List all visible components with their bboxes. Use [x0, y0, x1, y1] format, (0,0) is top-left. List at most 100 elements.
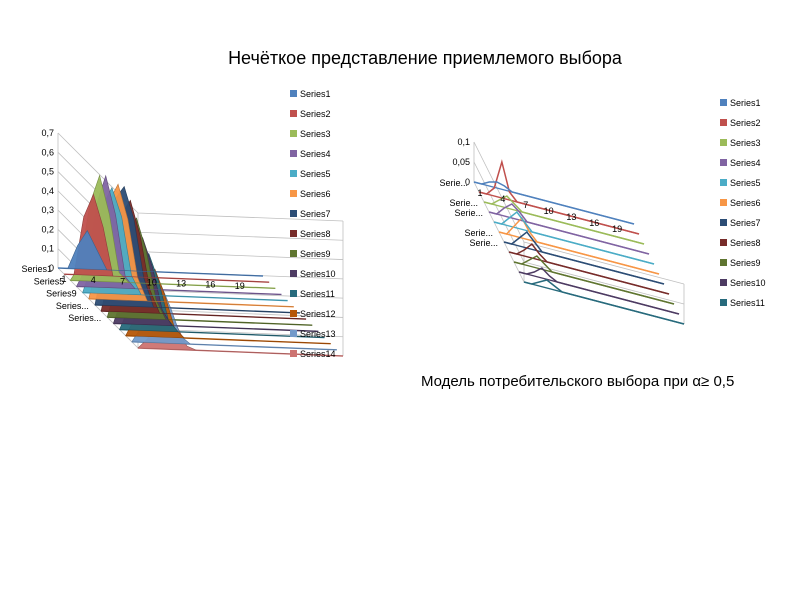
legend-label: Series4 — [730, 158, 761, 168]
legend-label: Series13 — [300, 329, 336, 339]
legend-label: Series14 — [300, 349, 336, 359]
series-line-Series3 — [483, 195, 645, 245]
legend-label: Series2 — [730, 118, 761, 128]
legend-label: Series11 — [730, 298, 765, 308]
series-line-Series10 — [518, 267, 680, 315]
legend-swatch — [720, 299, 727, 306]
series-line-Series4 — [488, 203, 650, 255]
x-tick-label: 1 — [61, 274, 66, 284]
series-line-Series1 — [473, 181, 635, 225]
legend-swatch — [720, 259, 727, 266]
z-tick-label: Series5 — [34, 276, 65, 286]
legend-label: Series10 — [730, 278, 766, 288]
legend-label: Series3 — [300, 129, 331, 139]
legend-label: Series2 — [300, 109, 331, 119]
series-line-Series9 — [513, 255, 675, 305]
legend-swatch — [290, 330, 297, 337]
z-tick-label: Serie... — [439, 178, 468, 188]
legend-label: Series12 — [300, 309, 336, 319]
legend-swatch — [720, 279, 727, 286]
series-line-Series7 — [503, 230, 665, 285]
x-tick-label: 4 — [91, 275, 96, 285]
y-tick-label: 0,6 — [41, 147, 54, 157]
y-tick-label: 0,1 — [457, 137, 470, 147]
legend-swatch — [290, 170, 297, 177]
z-tick-label: Serie... — [469, 238, 498, 248]
series-line-Series5 — [493, 210, 655, 265]
legend-label: Series8 — [730, 238, 761, 248]
legend-swatch — [720, 219, 727, 226]
legend-swatch — [290, 130, 297, 137]
legend-label: Series5 — [730, 178, 761, 188]
legend-label: Series3 — [730, 138, 761, 148]
y-tick-label: 0,7 — [41, 128, 54, 138]
legend-swatch — [290, 350, 297, 357]
series-area-Series13 — [131, 284, 337, 351]
z-tick-label: Series... — [68, 313, 101, 323]
series-line-Series2 — [478, 159, 640, 235]
series-area-Series3 — [69, 174, 276, 289]
y-tick-label: 0,05 — [452, 157, 470, 167]
x-tick-label: 10 — [544, 206, 554, 216]
y-tick-label: 0,1 — [41, 244, 54, 254]
x-tick-label: 16 — [205, 280, 215, 290]
legend-label: Series7 — [300, 209, 331, 219]
series-area-Series12 — [125, 268, 331, 344]
y-tick-label: 0,3 — [41, 205, 54, 215]
legend-swatch — [290, 310, 297, 317]
y-tick-label: 0,2 — [41, 224, 54, 234]
chart1-series — [57, 174, 344, 357]
x-tick-label: 19 — [235, 281, 245, 291]
x-tick-label: 16 — [589, 218, 599, 228]
series-area-Series4 — [75, 174, 282, 295]
x-tick-label: 13 — [566, 212, 576, 222]
z-tick-label: Series9 — [46, 289, 77, 299]
legend-swatch — [720, 159, 727, 166]
legend-swatch — [720, 239, 727, 246]
series-area-Series2 — [64, 193, 270, 283]
z-tick-label: Serie... — [454, 208, 483, 218]
legend-swatch — [720, 99, 727, 106]
legend-swatch — [290, 290, 297, 297]
legend-swatch — [720, 199, 727, 206]
legend-label: Series7 — [730, 218, 761, 228]
legend-swatch — [720, 179, 727, 186]
series-area-Series5 — [82, 186, 288, 301]
legend-swatch — [720, 139, 727, 146]
legend-swatch — [290, 110, 297, 117]
series-line-Series11 — [523, 279, 685, 325]
z-tick-label: Series... — [56, 301, 89, 311]
z-tick-label: Serie... — [464, 228, 493, 238]
series-line-Series6 — [498, 216, 660, 275]
x-tick-label: 19 — [612, 224, 622, 234]
series-area-Series6 — [88, 183, 294, 308]
legend-swatch — [290, 190, 297, 197]
legend-label: Series9 — [300, 249, 331, 259]
legend-label: Series6 — [730, 198, 761, 208]
y-tick-label: 0,5 — [41, 167, 54, 177]
legend-swatch — [290, 90, 297, 97]
chart-caption: Модель потребительского выбора при α≥ 0,… — [421, 373, 735, 390]
legend-swatch — [290, 150, 297, 157]
legend-label: Series1 — [730, 98, 761, 108]
y-tick-label: 0 — [465, 177, 470, 187]
chart-left-3d-area: 0 0,1 0,2 0,3 0,4 0,5 0,6 0,7 1 4 7 10 13 16 19 Series1… — [21, 89, 344, 359]
legend-label: Series10 — [300, 269, 336, 279]
legend-label: Series1 — [300, 89, 331, 99]
x-tick-label: 13 — [176, 279, 186, 289]
y-tick-label: 0 — [49, 263, 54, 273]
legend-swatch — [290, 210, 297, 217]
legend-swatch — [720, 119, 727, 126]
legend-label: Series11 — [300, 289, 335, 299]
gridline — [473, 141, 685, 285]
series-line-Series8 — [508, 242, 670, 295]
z-tick-label: Series1 — [21, 264, 52, 274]
series-area-Series8 — [100, 199, 307, 320]
chart-right-3d-line: 00,050,114710131619Serie...Serie...Serie… — [439, 98, 766, 325]
x-tick-label: 1 — [477, 188, 482, 198]
x-tick-label: 7 — [120, 276, 125, 286]
page-title: Нечёткое представление приемлемого выбор… — [228, 48, 622, 68]
x-tick-label: 10 — [147, 277, 157, 287]
legend-swatch — [290, 250, 297, 257]
